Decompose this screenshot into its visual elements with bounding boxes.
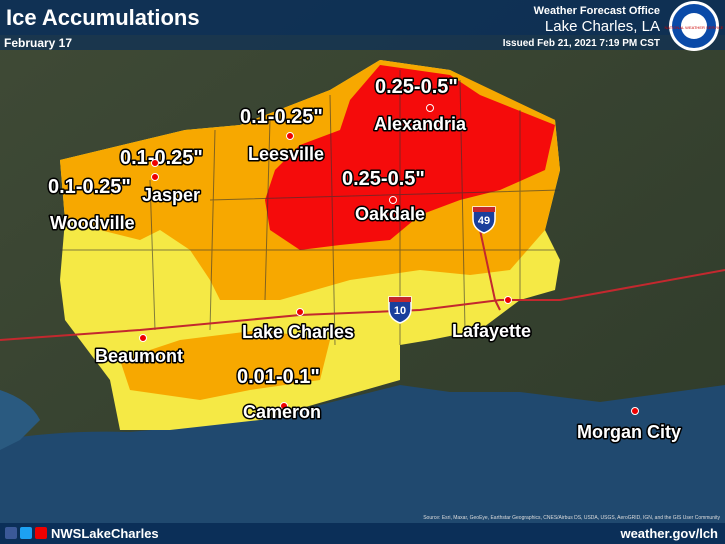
url: weather.gov/lch <box>619 526 718 541</box>
city-label: Lafayette <box>452 321 531 341</box>
city-dot <box>139 334 147 342</box>
city-dot <box>151 159 159 167</box>
amount-label: 0.25-0.5" <box>342 168 425 190</box>
footer-bar <box>0 523 725 544</box>
city-label: Leesville <box>248 144 324 164</box>
city-label: Lake Charles <box>242 322 354 342</box>
shield-top <box>473 207 495 212</box>
logo-text: NATIONAL WEATHER SERVICE <box>665 25 724 30</box>
city-label: Beaumont <box>95 346 183 366</box>
amount-label: 0.1-0.25" <box>48 176 131 198</box>
shield <box>472 206 496 234</box>
city-dot <box>631 407 639 415</box>
handle: NWSLakeCharles <box>51 526 159 541</box>
city-dot <box>389 196 397 204</box>
date: February 17 <box>4 36 72 50</box>
interstate <box>479 229 501 311</box>
office: Weather Forecast Office <box>534 5 660 17</box>
shield-number: 49 <box>478 215 490 227</box>
interstate <box>0 269 725 341</box>
city-label: Morgan City <box>577 422 681 442</box>
city-label: Woodville <box>50 213 135 233</box>
city-dot <box>286 132 294 140</box>
shield-number: 10 <box>394 305 406 317</box>
city-label: Alexandria <box>374 114 467 134</box>
location: Lake Charles, LA <box>545 18 660 35</box>
city-label: Oakdale <box>355 204 425 224</box>
source: Source: Esri, Maxar, GeoEye, Earthstar G… <box>423 515 720 521</box>
title: Ice Accumulations <box>6 5 200 30</box>
header-bar <box>0 0 725 35</box>
city-dot <box>280 402 288 410</box>
issued: Issued Feb 21, 2021 7:19 PM CST <box>503 38 660 49</box>
amount-label: 0.01-0.1" <box>237 366 320 388</box>
city-dot <box>296 308 304 316</box>
zone-moderate <box>120 330 330 400</box>
amount-label: 0.1-0.25" <box>240 106 323 128</box>
facebook-icon <box>5 527 17 539</box>
shield-top <box>389 297 411 302</box>
city-dot <box>426 104 434 112</box>
logo <box>681 13 707 39</box>
zone-heavy <box>265 65 555 250</box>
twitter-icon <box>20 527 32 539</box>
city-label: Jasper <box>142 185 200 205</box>
city-label: Cameron <box>243 402 321 422</box>
amount-label: 0.25-0.5" <box>375 76 458 98</box>
gulf <box>0 385 725 544</box>
shield <box>388 296 412 324</box>
date-bar <box>0 35 725 50</box>
amount-label: 0.1-0.25" <box>120 147 203 169</box>
bay <box>0 390 40 450</box>
city-dot <box>504 296 512 304</box>
boundaries <box>60 70 561 346</box>
youtube-icon <box>35 527 47 539</box>
city-dot <box>151 173 159 181</box>
